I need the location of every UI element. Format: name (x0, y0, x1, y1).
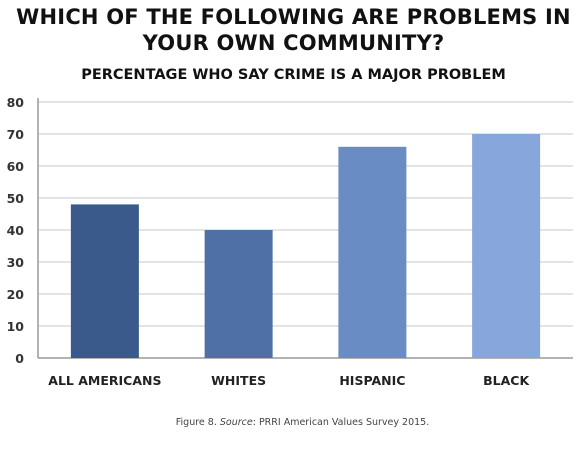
y-tick-label: 50 (7, 191, 25, 206)
y-tick-label: 60 (7, 159, 25, 174)
y-tick-label: 40 (7, 223, 25, 238)
bar (338, 146, 407, 358)
chart-title-line-2: YOUR OWN COMMUNITY? (142, 31, 445, 55)
y-tick-label: 70 (7, 127, 25, 142)
y-tick-label: 80 (7, 95, 25, 110)
chart-title-line-1: WHICH OF THE FOLLOWING ARE PROBLEMS IN (16, 5, 571, 29)
bar (472, 134, 541, 358)
chart-subtitle: PERCENTAGE WHO SAY CRIME IS A MAJOR PROB… (81, 67, 506, 83)
y-tick-label: 20 (7, 287, 25, 302)
caption-source-text: : PRRI American Values Survey 2015. (252, 417, 430, 428)
x-tick-label: WHITES (211, 373, 266, 388)
x-tick-label: BLACK (483, 373, 530, 388)
y-tick-label: 0 (15, 351, 24, 366)
bar (204, 230, 273, 358)
figure-caption: Figure 8. Source: PRRI American Values S… (0, 417, 587, 428)
x-tick-label: ALL AMERICANS (48, 373, 161, 388)
y-tick-label: 10 (7, 319, 25, 334)
bar (70, 204, 139, 358)
caption-prefix: Figure 8. (175, 417, 217, 428)
chart-title: WHICH OF THE FOLLOWING ARE PROBLEMS IN Y… (0, 4, 587, 56)
x-tick-label: HISPANIC (339, 373, 405, 388)
y-tick-label: 30 (7, 255, 25, 270)
caption-source-label: Source (219, 417, 253, 428)
